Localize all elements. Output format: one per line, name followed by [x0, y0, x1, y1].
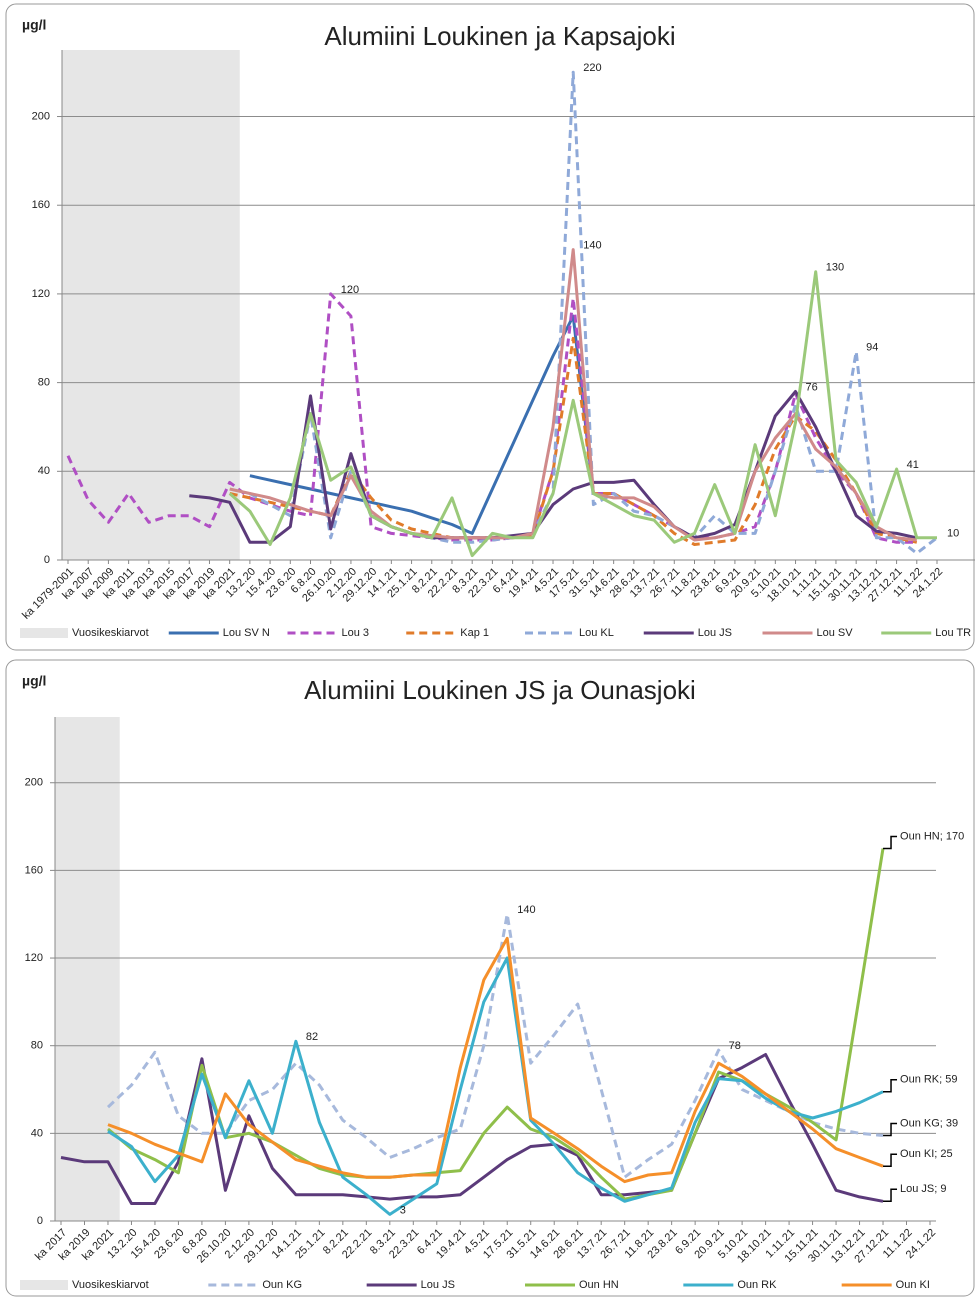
series-line — [60, 1053, 884, 1205]
chart-title: Alumiini Loukinen JS ja Ounasjoki — [304, 675, 696, 705]
data-label: 220 — [583, 62, 601, 74]
legend-label: Lou 3 — [342, 627, 370, 639]
y-tick-label: 120 — [25, 952, 43, 964]
end-label: Oun KG; 39 — [900, 1117, 958, 1129]
data-label: 82 — [306, 1031, 318, 1043]
end-label-leader — [883, 1153, 898, 1167]
chart-frame — [5, 659, 975, 1297]
legend-swatch — [20, 1280, 68, 1290]
series-line — [228, 270, 937, 558]
legend-label: Kap 1 — [460, 627, 489, 639]
y-tick-label: 40 — [31, 1127, 43, 1139]
data-label: 130 — [826, 262, 844, 274]
legend-label: Vuosikeskiarvot — [72, 627, 149, 639]
y-tick-label: 200 — [32, 110, 50, 122]
series-line — [107, 848, 885, 1201]
y-tick-label: 40 — [38, 465, 50, 477]
series-line — [106, 912, 884, 1179]
end-label: Oun HN; 170 — [900, 830, 964, 842]
end-label-leader — [883, 1122, 898, 1137]
y-unit: µg/l — [22, 673, 46, 689]
y-tick-label: 80 — [38, 377, 50, 389]
end-label: Oun RK; 59 — [900, 1074, 957, 1086]
shade-band — [62, 50, 240, 560]
series-line — [107, 936, 884, 1184]
legend-swatch — [20, 628, 68, 638]
data-label: 120 — [341, 284, 359, 296]
series-line — [229, 248, 917, 542]
end-label-leader — [883, 1188, 898, 1203]
data-label: 41 — [907, 459, 919, 471]
data-label: 3 — [400, 1204, 406, 1216]
legend-label: Vuosikeskiarvot — [72, 1279, 149, 1291]
legend-label: Oun KI — [896, 1279, 930, 1291]
y-unit: µg/l — [22, 17, 46, 33]
legend-label: Oun RK — [737, 1279, 777, 1291]
legend-label: Oun HN — [579, 1279, 619, 1291]
legend-label: Lou JS — [698, 627, 732, 639]
y-tick-label: 160 — [32, 199, 50, 211]
y-tick-label: 120 — [32, 288, 50, 300]
legend-label: Lou KL — [579, 627, 614, 639]
legend-label: Lou TR — [935, 627, 971, 639]
end-label: Lou JS; 9 — [900, 1183, 946, 1195]
y-tick-label: 0 — [44, 554, 50, 566]
end-label-leader — [883, 835, 898, 850]
y-tick-label: 200 — [25, 777, 43, 789]
chart-title: Alumiini Loukinen ja Kapsajoki — [324, 21, 675, 51]
data-label: 78 — [729, 1040, 741, 1052]
data-label: 76 — [806, 381, 818, 393]
y-tick-label: 80 — [31, 1040, 43, 1052]
legend-label: Oun KG — [262, 1279, 302, 1291]
series-line — [189, 390, 918, 544]
data-label: 140 — [517, 904, 535, 916]
data-label: 10 — [947, 528, 959, 540]
end-label-leader — [883, 1078, 898, 1093]
shade-band — [55, 717, 120, 1221]
legend-label: Lou SV N — [223, 627, 270, 639]
end-label: Oun KI; 25 — [900, 1148, 953, 1160]
legend-label: Lou SV — [817, 627, 854, 639]
legend-label: Lou JS — [421, 1279, 455, 1291]
series-line — [249, 314, 595, 535]
y-tick-label: 0 — [37, 1215, 43, 1227]
y-tick-label: 160 — [25, 864, 43, 876]
data-label: 94 — [866, 341, 878, 353]
data-label: 140 — [583, 239, 601, 251]
chart-frame — [5, 3, 975, 651]
